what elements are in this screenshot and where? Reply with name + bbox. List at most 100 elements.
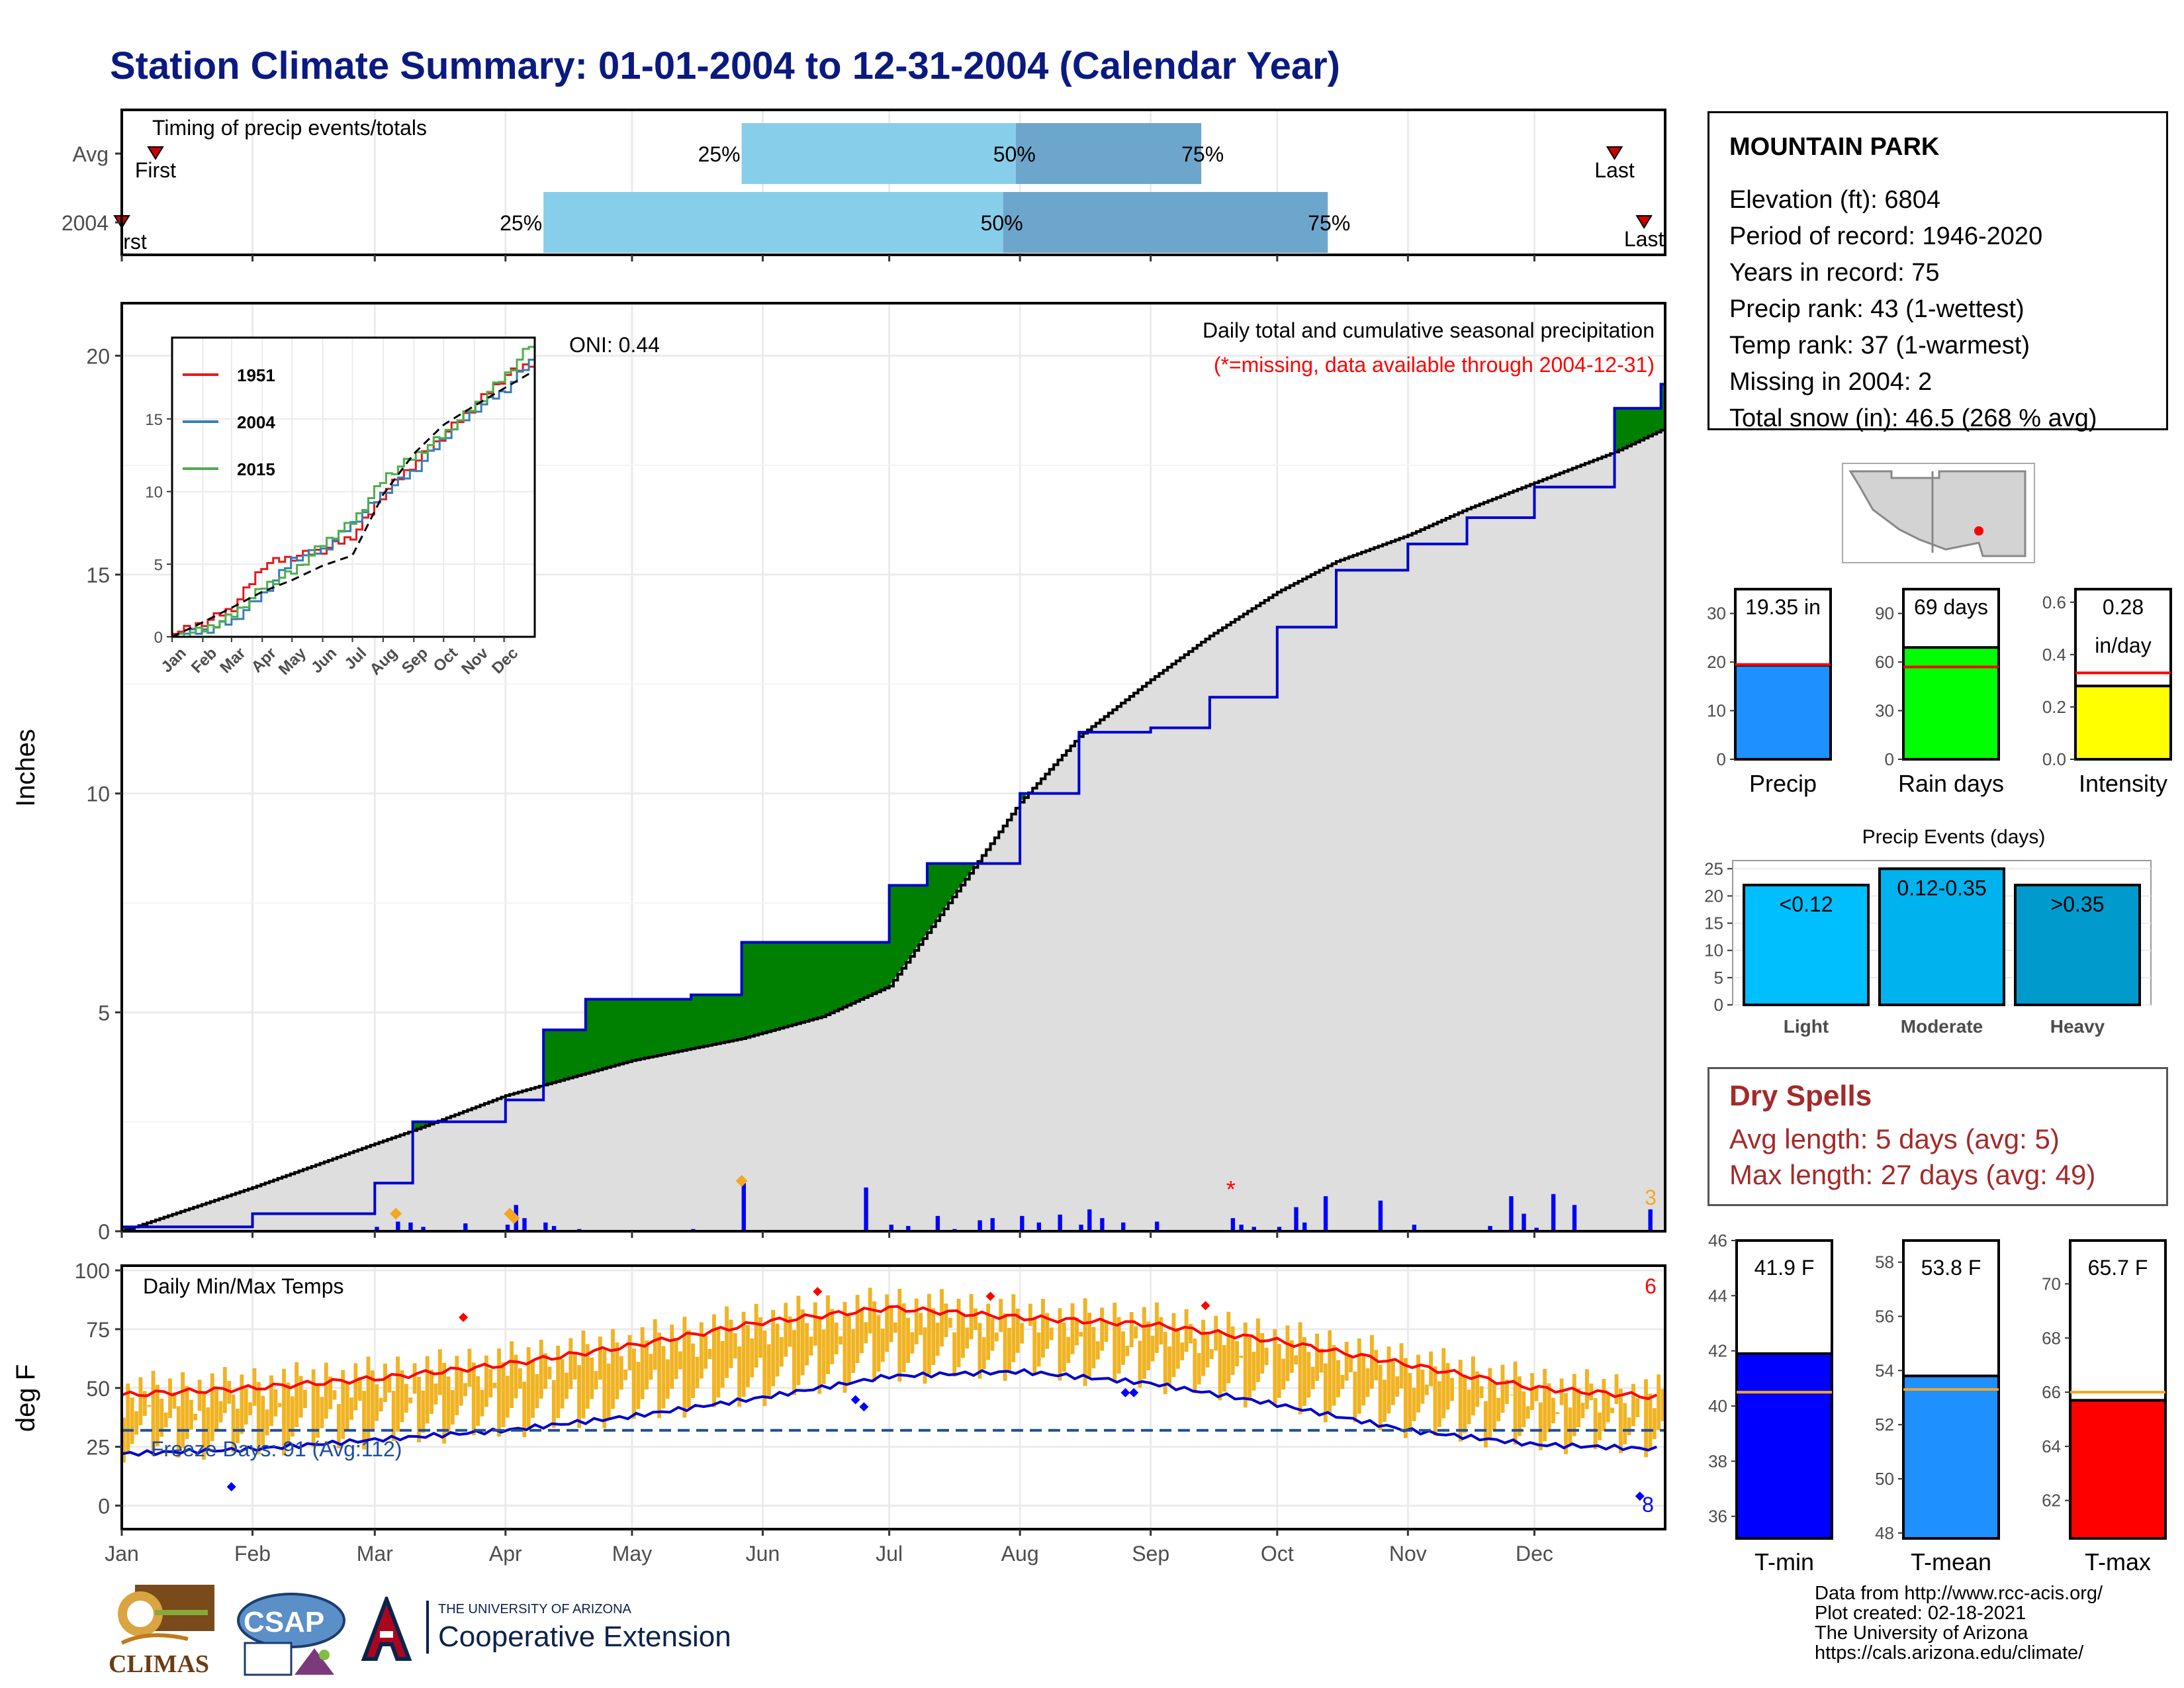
daily-temp-bar (206, 1407, 210, 1450)
daily-temp-bar (231, 1395, 236, 1453)
daily-precip-bar (1572, 1205, 1577, 1231)
daily-temp-bar (1374, 1350, 1379, 1381)
above-average-area (657, 999, 662, 1056)
daily-temp-bar (636, 1362, 641, 1409)
temp-summary-ytick-label: 46 (1708, 1231, 1727, 1250)
daily-temp-bar (889, 1307, 893, 1342)
month-tick-label: Jan (105, 1542, 139, 1566)
daily-temp-bar (1201, 1319, 1205, 1376)
record-temp-marker (1129, 1387, 1139, 1397)
daily-temp-bar (547, 1366, 552, 1380)
daily-temp-bar (1424, 1384, 1429, 1395)
daily-temp-bar (974, 1308, 978, 1331)
footer-credits: Data from http://www.rcc-acis.org/ Plot … (1815, 1583, 2165, 1663)
daily-temp-bar (720, 1340, 725, 1388)
timing-title: Timing of precip events/totals (152, 116, 427, 140)
daily-temp-bar (1285, 1325, 1290, 1382)
daily-temp-bar (1403, 1358, 1408, 1438)
daily-temp-bar (876, 1315, 881, 1372)
timing-pct-label: 25% (500, 211, 542, 235)
precip-ytick-label: 0 (98, 1220, 110, 1244)
above-average-area (615, 999, 620, 1066)
daily-temp-bar (484, 1355, 488, 1407)
daily-temp-bar (375, 1384, 379, 1421)
daily-temp-bar (1218, 1330, 1222, 1401)
daily-precip-bar (551, 1226, 557, 1231)
daily-temp-bar (999, 1299, 1003, 1333)
daily-temp-bar (286, 1382, 291, 1446)
above-average-area (897, 885, 903, 974)
daily-temp-bar (1500, 1364, 1505, 1413)
above-average-area (737, 994, 743, 1040)
daily-temp-bar (463, 1383, 467, 1397)
above-average-area (590, 999, 595, 1072)
daily-temp-bar (332, 1390, 337, 1400)
daily-temp-bar (236, 1409, 240, 1444)
summary-label: Rain days (1898, 770, 2004, 797)
above-average-area (872, 942, 878, 994)
daily-temp-bar (615, 1342, 619, 1399)
record-temp-marker (850, 1395, 860, 1405)
above-average-area (1618, 408, 1623, 450)
daily-precip-bar (1087, 1209, 1092, 1231)
last-event-marker (1606, 146, 1623, 160)
month-tick-label: Nov (1389, 1542, 1427, 1566)
record-temp-marker (1201, 1301, 1210, 1311)
above-average-area (784, 942, 789, 1027)
daily-temp-bar (551, 1380, 556, 1428)
daily-temp-bar (1551, 1397, 1555, 1423)
daily-temp-bar (572, 1351, 577, 1380)
daily-temp-bar (1445, 1363, 1450, 1410)
daily-temp-bar (1226, 1311, 1231, 1383)
above-average-area (695, 994, 700, 1049)
daily-temp-bar (336, 1404, 341, 1448)
daily-temp-bar (189, 1399, 193, 1430)
daily-precip-bar (1488, 1226, 1492, 1231)
daily-temp-bar (1353, 1371, 1357, 1423)
station-line: Temp rank: 37 (1-warmest) (1729, 332, 2030, 359)
above-average-area (796, 942, 801, 1024)
daily-temp-bar (940, 1289, 944, 1346)
daily-temp-bar (1197, 1353, 1201, 1385)
daily-temp-bar (282, 1368, 286, 1456)
event-bar (2014, 884, 2141, 1007)
above-average-area (623, 999, 629, 1063)
above-average-area (1648, 408, 1653, 436)
daily-temp-bar (1222, 1344, 1226, 1392)
inset-ytick-label: 0 (154, 629, 163, 647)
above-average-area (750, 942, 755, 1037)
daily-precip-bar (1121, 1222, 1126, 1231)
daily-temp-bar (370, 1370, 375, 1430)
daily-precip-bar (1036, 1222, 1042, 1231)
station-name: MOUNTAIN PARK (1729, 133, 1940, 161)
daily-precip-bar (889, 1225, 893, 1231)
daily-temp-bar (1593, 1397, 1598, 1450)
cumulative-2004-line (122, 383, 1665, 1229)
daily-temp-bar (830, 1309, 835, 1364)
station-line: Years in record: 75 (1729, 259, 1940, 287)
locator-map (1842, 463, 2035, 563)
daily-precip-bar (543, 1222, 548, 1231)
temp-ytick-label: 25 (86, 1436, 110, 1460)
above-average-area (691, 994, 696, 1049)
temp-summary-ytick-label: 42 (1708, 1341, 1727, 1361)
daily-precip-bar (1551, 1194, 1556, 1231)
daily-temp-bar (1576, 1388, 1581, 1428)
temp-panel: Daily Min/Max Temps Freeze Days: 91 (Avg:… (11, 1259, 1666, 1566)
daily-temp-bar (345, 1383, 349, 1430)
above-average-area (611, 999, 616, 1066)
daily-temp-bar (366, 1356, 371, 1440)
daily-temp-bar (1475, 1371, 1480, 1407)
daily-precip-bar (1239, 1225, 1244, 1231)
above-average-area (682, 999, 688, 1051)
above-average-area (560, 1029, 565, 1081)
temp-summary-ytick-label: 54 (1875, 1360, 1894, 1380)
daily-temp-bar (1522, 1391, 1526, 1428)
ua-small-text: THE UNIVERSITY OF ARIZONA (438, 1602, 631, 1617)
daily-temp-bar (707, 1348, 712, 1359)
inset-frame (171, 336, 536, 638)
daily-temp-bar (1399, 1343, 1404, 1389)
inset-ytick-label: 5 (154, 556, 163, 574)
daily-temp-bar (927, 1293, 931, 1375)
summary-value: 19.35 in (1745, 595, 1821, 619)
